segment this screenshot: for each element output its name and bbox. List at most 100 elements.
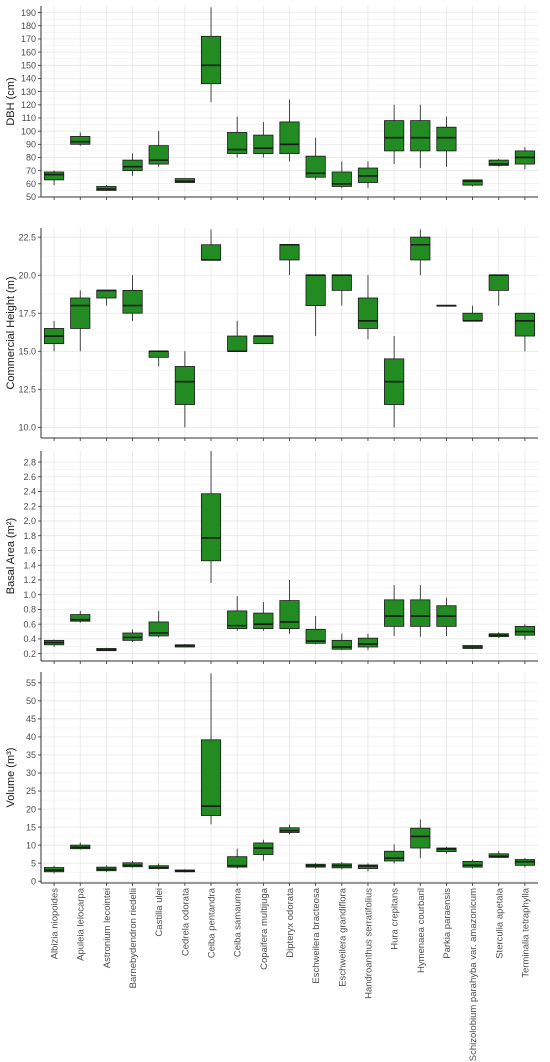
y-tick-label: 180 — [21, 21, 36, 31]
y-tick-label: 10 — [26, 840, 36, 850]
iqr-box — [462, 860, 483, 868]
y-tick-label: 90 — [26, 140, 36, 150]
box-apuleia-leiocarpa — [70, 610, 91, 623]
box-albizia-niopoides — [44, 865, 65, 874]
iqr-box — [462, 312, 483, 322]
iqr-box — [331, 171, 352, 187]
y-tick-label: 35 — [26, 750, 36, 760]
box-dipteryx-odorata — [279, 243, 300, 276]
panel-4: 0 5 10 15 20 25 30 35 40 45 50 55 Volume (m³) — [5, 672, 538, 886]
y-tick-label: 45 — [26, 714, 36, 724]
iqr-box — [122, 289, 143, 314]
y-tick-label: 30 — [26, 768, 36, 778]
box-eschweilera-bracteosa — [305, 137, 326, 180]
box-ceiba-samauma — [227, 596, 248, 631]
y-tick-label: 55 — [26, 678, 36, 688]
box-schizolobium-parahyba-var-amazonicum — [462, 859, 483, 869]
box-ceiba-samauma — [227, 848, 248, 869]
box-handroanthus-serratifolius — [357, 863, 379, 872]
y-tick-label: 2.4 — [23, 487, 36, 497]
box-cedrela-odorata — [174, 869, 195, 873]
iqr-box — [514, 312, 535, 337]
iqr-box — [410, 236, 431, 261]
y-tick-label: 80 — [26, 153, 36, 163]
box-barnebydendron-riedelii — [122, 629, 143, 642]
y-tick-label: 170 — [21, 34, 36, 44]
y-tick-label: 2.6 — [23, 472, 36, 482]
box-eschweilera-bracteosa — [305, 274, 326, 337]
box-sterculia-apetala — [488, 158, 509, 167]
panel-3: 0.2 0.4 0.6 0.8 1.0 1.2 1.4 1.6 1.8 2.0 2.2 2.4 2.6 2… — [5, 451, 538, 664]
category-label: Parkia paraensis — [442, 888, 453, 959]
box-schizolobium-parahyba-var-amazonicum — [462, 645, 483, 650]
category-label: Schizolobium parahyba var. amazonicum — [468, 888, 479, 1061]
box-schizolobium-parahyba-var-amazonicum — [462, 305, 483, 322]
y-tick-label: 150 — [21, 60, 36, 70]
iqr-box — [436, 126, 457, 152]
y-tick-label: 0 — [31, 876, 36, 886]
iqr-box — [174, 366, 195, 405]
box-handroanthus-serratifolius — [357, 633, 379, 650]
box-parkia-paraensis — [436, 597, 457, 636]
y-axis-title: Volume (m³) — [5, 748, 17, 808]
box-eschweilera-grandiflora — [331, 862, 352, 870]
iqr-box — [384, 850, 405, 862]
iqr-box — [279, 244, 300, 261]
box-sterculia-apetala — [488, 274, 509, 306]
iqr-box — [148, 621, 169, 637]
box-dipteryx-odorata — [279, 579, 300, 634]
box-astronium-lecointei — [96, 865, 117, 873]
iqr-box — [357, 297, 379, 329]
box-castilla-ulei — [148, 131, 169, 167]
y-tick-label: 0.8 — [23, 605, 36, 615]
category-labels: Albizia niopoides Apuleia leiocarpa Astron… — [50, 887, 532, 1061]
box-schizolobium-parahyba-var-amazonicum — [462, 179, 483, 187]
box-terminalia-tetraphylla — [514, 146, 535, 170]
box-albizia-niopoides — [44, 170, 65, 186]
box-ceiba-pentandra — [200, 7, 222, 103]
y-tick-label: 15.0 — [18, 346, 36, 356]
category-label: Barnebydendron riedelii — [128, 888, 139, 988]
iqr-box — [70, 136, 91, 145]
box-parkia-paraensis — [436, 846, 457, 854]
y-tick-label: 20.0 — [18, 270, 36, 280]
y-tick-label: 140 — [21, 74, 36, 84]
box-barnebydendron-riedelii — [122, 153, 143, 176]
y-tick-label: 160 — [21, 47, 36, 57]
box-sterculia-apetala — [488, 632, 509, 639]
box-hymenaea-courbaril — [410, 229, 431, 276]
box-astronium-lecointei — [96, 289, 117, 306]
category-label: Sterculia apetala — [494, 887, 505, 958]
box-eschweilera-grandiflora — [331, 274, 352, 306]
y-tick-label: 120 — [21, 100, 36, 110]
box-astronium-lecointei — [96, 647, 117, 652]
category-label: Handroanthus serratifolius — [363, 888, 374, 999]
box-dipteryx-odorata — [279, 824, 300, 835]
y-tick-label: 10.0 — [18, 423, 36, 433]
iqr-box — [488, 159, 509, 166]
box-handroanthus-serratifolius — [357, 275, 379, 340]
iqr-box — [253, 134, 274, 154]
box-terminalia-tetraphylla — [514, 624, 535, 640]
box-hymenaea-courbaril — [410, 585, 431, 637]
y-tick-label: 17.5 — [18, 308, 36, 318]
category-label: Eschweilera grandiflora — [337, 887, 348, 986]
y-tick-label: 2.8 — [23, 457, 36, 467]
y-tick-label: 60 — [26, 179, 36, 189]
iqr-box — [227, 610, 248, 629]
box-ceiba-samauma — [227, 320, 248, 353]
category-label: Apuleia leiocarpa — [76, 887, 87, 961]
y-tick-label: 22.5 — [18, 232, 36, 242]
box-eschweilera-grandiflora — [331, 161, 352, 188]
y-tick-label: 5 — [31, 858, 36, 868]
iqr-box — [96, 289, 117, 299]
y-tick-label: 1.4 — [23, 560, 36, 570]
box-cedrela-odorata — [174, 178, 195, 183]
category-label: Cedrela odorata — [180, 887, 191, 956]
box-parkia-paraensis — [436, 116, 457, 167]
y-tick-label: 1.6 — [23, 546, 36, 556]
iqr-box — [279, 121, 300, 154]
iqr-box — [384, 599, 405, 627]
y-tick-label: 0.4 — [23, 634, 36, 644]
category-label: Astronium lecointei — [102, 888, 113, 968]
